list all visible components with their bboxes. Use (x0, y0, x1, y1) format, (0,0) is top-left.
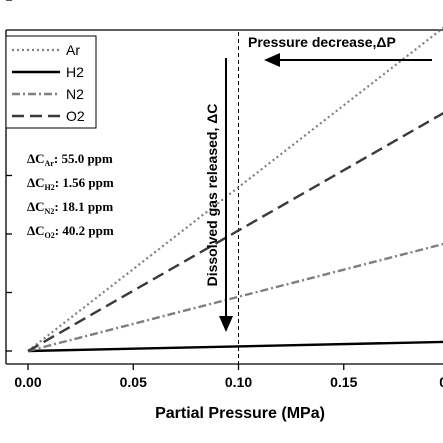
series-line-o2 (27, 112, 443, 353)
x-tick-label: 0.05 (120, 374, 147, 390)
x-axis-title: Partial Pressure (MPa) (155, 405, 325, 422)
legend-label-o2: O2 (66, 108, 85, 124)
x-tick-label: 0.10 (225, 374, 252, 390)
legend: Ar H2 N2 O2 (5, 35, 97, 129)
legend-label-ar: Ar (66, 42, 80, 58)
legend-label-n2: N2 (66, 86, 84, 102)
x-tick-label: 0.00 (14, 374, 41, 390)
concentration-block: ΔCAr: 55.0 ppm ΔCH2: 1.56 ppm ΔCN2: 18.1 p… (27, 151, 114, 240)
series-line-ar (27, 26, 443, 352)
concentration-entry-h2: ΔCH2: 1.56 ppm (27, 175, 114, 192)
x-ticks: 0.00 0.05 0.10 0.15 0.2 (14, 364, 443, 390)
pressure-label: Pressure decrease,ΔP (248, 34, 396, 50)
concentration-entry-o2: ΔCO2: 40.2 ppm (27, 223, 114, 240)
x-tick-label: 0.2 (439, 374, 443, 390)
pressure-annotation: Pressure decrease,ΔP (248, 34, 432, 67)
concentration-entry-ar: ΔCAr: 55.0 ppm (27, 151, 113, 168)
pressure-arrow-head (264, 53, 280, 67)
gas-label: Dissolved gas released, ΔC (204, 104, 220, 287)
legend-label-h2: H2 (66, 64, 84, 80)
legend-box (5, 35, 97, 129)
series-line-h2 (27, 340, 443, 353)
x-tick-label: 0.15 (330, 374, 357, 390)
series-lines (27, 26, 443, 353)
gas-arrow-head (219, 316, 233, 332)
gas-annotation: Dissolved gas released, ΔC (204, 58, 233, 332)
series-line-n2 (27, 242, 443, 353)
concentration-entry-n2: ΔCN2: 18.1 ppm (27, 199, 113, 216)
